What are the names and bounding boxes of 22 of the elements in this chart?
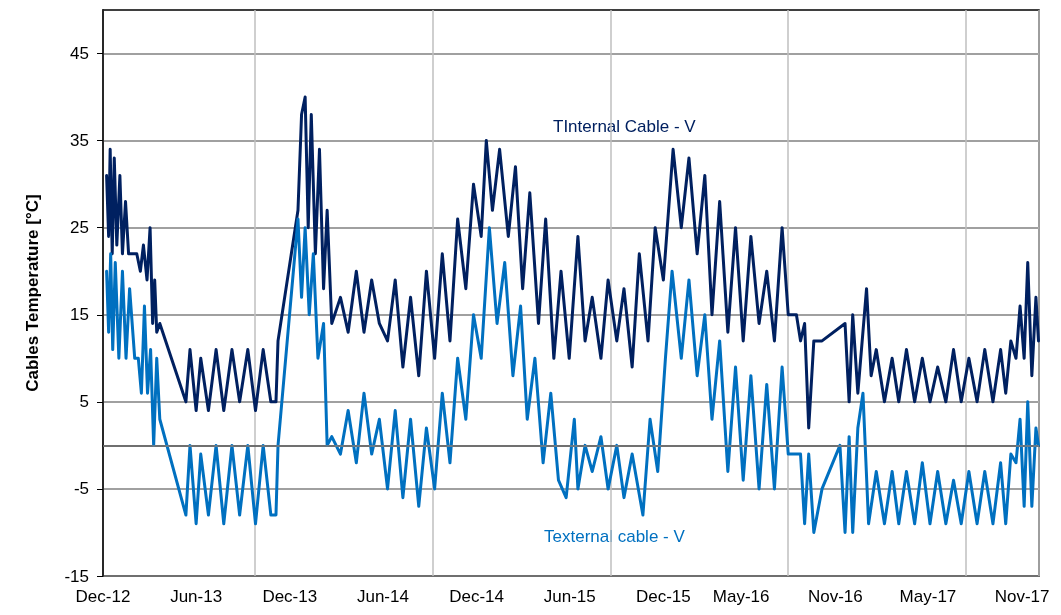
x-tick-label: Jun-14 (356, 587, 409, 606)
x-tick-label: May-17 (899, 587, 957, 606)
x-tick-label: Jun-15 (543, 587, 596, 606)
text: Texternal cable - V (544, 527, 686, 546)
x-tick-label: Jun-13 (170, 587, 223, 606)
x-tick-label: Dec-13 (262, 587, 318, 606)
y-tick-label: -15 (64, 566, 89, 586)
y-tick-label: 15 (70, 305, 89, 325)
x-tick-label: Dec-15 (635, 587, 691, 606)
series-label: TInternal Cable - V (553, 117, 697, 136)
x-tick-label: May-16 (712, 587, 770, 606)
y-tick-label: 45 (70, 44, 89, 64)
x-tick-label: Dec-14 (449, 587, 504, 606)
y-axis-title: Cables Temperature [°C] (23, 194, 42, 392)
y-tick-label: 25 (70, 218, 89, 238)
x-tick-label: Nov-17 (994, 587, 1050, 606)
y-tick-label: 5 (79, 392, 89, 412)
line-series (105, 95, 1040, 430)
y-tick-label: -5 (73, 479, 89, 499)
y-tick-label: 35 (70, 131, 89, 151)
x-tick-label: Nov-16 (807, 587, 863, 606)
x-tick-label: Dec-12 (75, 587, 131, 606)
